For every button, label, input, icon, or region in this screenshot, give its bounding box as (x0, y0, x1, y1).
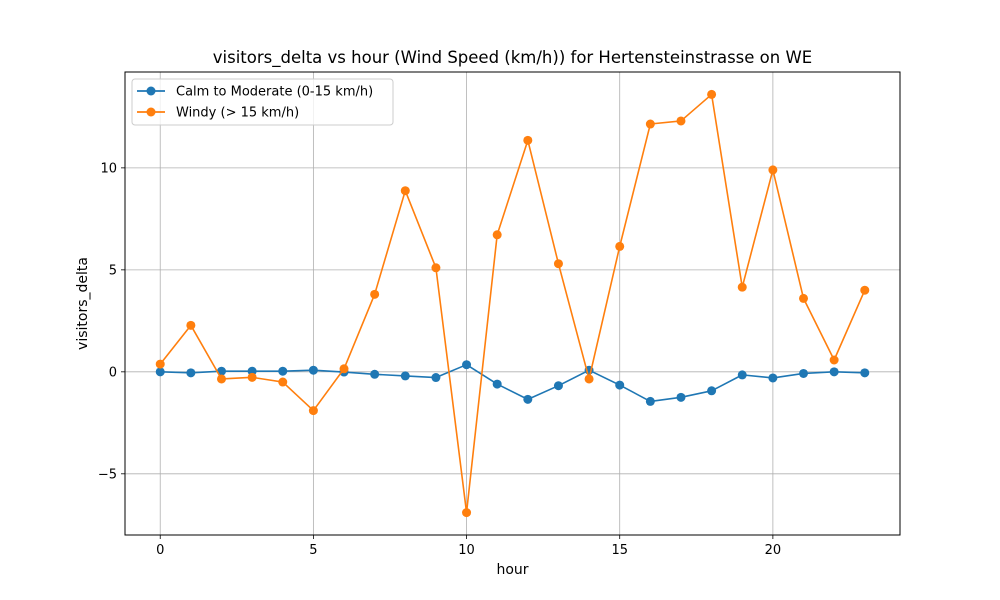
data-point (615, 241, 625, 251)
data-point (155, 359, 165, 369)
data-point (768, 373, 778, 383)
data-point (553, 381, 563, 391)
data-point (829, 367, 839, 377)
y-axis-label: visitors_delta (75, 257, 91, 350)
data-point (523, 135, 533, 145)
x-tick-label: 20 (765, 543, 782, 558)
data-point (676, 392, 686, 402)
series-line (159, 93, 866, 514)
legend-marker-calm (146, 86, 156, 96)
y-tick-label: 0 (109, 365, 117, 380)
y-tick-label: 5 (109, 263, 117, 278)
legend-label-windy: Windy (> 15 km/h) (176, 106, 299, 121)
legend-frame (131, 78, 394, 126)
data-point (431, 263, 441, 273)
data-point (462, 508, 472, 518)
data-point (707, 89, 717, 99)
data-point (492, 230, 502, 240)
tick-layer: 0 5 10 15 20 −5 0 5 10 (98, 161, 781, 558)
data-point (278, 366, 288, 376)
chart-title: visitors_delta vs hour (Wind Speed (km/h… (213, 48, 812, 68)
data-point (492, 379, 502, 389)
plot-frame (124, 71, 901, 536)
data-point (860, 368, 870, 378)
legend-label-calm: Calm to Moderate (0-15 km/h) (176, 85, 373, 100)
data-point (400, 186, 410, 196)
x-tick-label: 10 (458, 543, 475, 558)
data-point (737, 370, 747, 380)
data-point (829, 355, 839, 365)
data-point (462, 360, 472, 370)
data-point (308, 406, 318, 416)
data-point (186, 320, 196, 330)
x-tick-label: 15 (611, 543, 628, 558)
x-axis-label: hour (496, 562, 528, 578)
series-line (160, 363, 865, 403)
data-point (615, 380, 625, 390)
data-point (768, 165, 778, 175)
data-point (339, 364, 349, 374)
data-point (186, 368, 196, 378)
data-point (645, 119, 655, 129)
data-point (247, 372, 257, 382)
data-point (799, 368, 809, 378)
data-point (278, 377, 288, 387)
data-point (737, 282, 747, 292)
data-point (799, 293, 809, 303)
x-tick-label: 0 (156, 543, 164, 558)
data-point (553, 259, 563, 269)
data-point (676, 116, 686, 126)
data-point (707, 386, 717, 396)
x-tick-label: 5 (309, 543, 317, 558)
data-point (216, 374, 226, 384)
series-layer (155, 89, 870, 518)
data-point (584, 374, 594, 384)
data-point (155, 367, 165, 377)
series-1 (155, 89, 870, 518)
legend: Calm to Moderate (0-15 km/h) Windy (> 15… (131, 78, 394, 126)
data-point (308, 365, 318, 375)
data-point (400, 371, 410, 381)
data-point (860, 285, 870, 295)
y-tick-label: −5 (98, 467, 117, 482)
data-point (523, 394, 533, 404)
legend-marker-windy (146, 107, 156, 117)
data-point (370, 289, 380, 299)
data-point (431, 373, 441, 383)
data-point (645, 396, 655, 406)
data-point (370, 369, 380, 379)
y-tick-label: 10 (100, 161, 117, 176)
